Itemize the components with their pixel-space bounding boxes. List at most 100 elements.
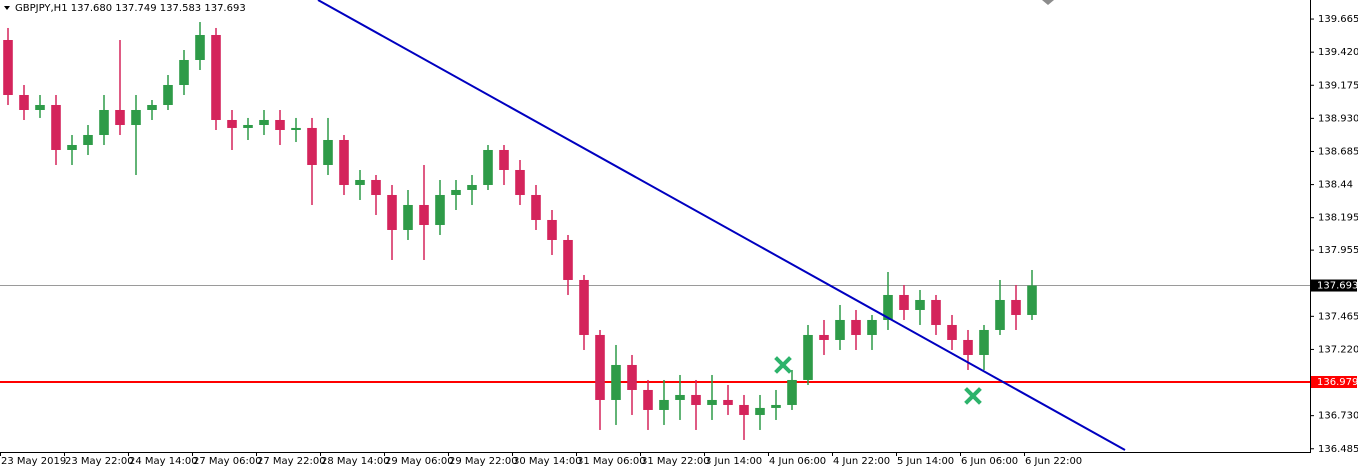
candle-body — [883, 294, 893, 320]
candle-body — [931, 299, 941, 325]
chart-title: GBPJPY,H1 137.680 137.749 137.583 137.69… — [15, 3, 246, 14]
candle-body — [755, 407, 765, 415]
candle-body — [547, 219, 557, 240]
candle-body — [275, 119, 285, 130]
candle-body — [1011, 299, 1021, 315]
candle-body — [147, 104, 157, 110]
candle-body — [915, 299, 925, 310]
x-tick-label: 4 Jun 06:00 — [769, 456, 826, 467]
candle-body — [467, 184, 477, 190]
candle-body — [163, 84, 173, 105]
candle-body — [19, 94, 29, 110]
shift-marker — [1042, 0, 1054, 5]
x-tick-label: 28 May 14:00 — [321, 456, 390, 467]
candle-body — [3, 39, 13, 95]
candle-body — [739, 404, 749, 415]
x-tick-label: 23 May 2019 — [1, 456, 66, 467]
candle-body — [99, 109, 109, 135]
candle-body — [515, 169, 525, 195]
x-tick-label: 29 May 22:00 — [449, 456, 518, 467]
price-tag-label: 136.979 — [1317, 377, 1358, 388]
y-tick-label: 137.465 — [1318, 311, 1358, 322]
candle-body — [403, 204, 413, 230]
candle-body — [435, 194, 445, 225]
candle-body — [851, 319, 861, 335]
candle-body — [899, 294, 909, 310]
candle-body — [259, 119, 269, 125]
candle-body — [803, 334, 813, 380]
y-tick-label: 138.685 — [1318, 146, 1358, 157]
menu-arrow[interactable] — [4, 6, 10, 10]
candle-body — [115, 109, 125, 125]
candle-body — [243, 124, 253, 128]
candle-body — [707, 399, 717, 405]
y-tick-label: 138.195 — [1318, 213, 1358, 224]
y-tick-label: 136.730 — [1318, 411, 1358, 422]
cross-marker — [964, 387, 982, 405]
candle-body — [771, 404, 781, 408]
candle-body — [371, 179, 381, 195]
x-tick-label: 31 May 22:00 — [641, 456, 710, 467]
candle-body — [979, 329, 989, 355]
candle-body — [563, 239, 573, 280]
candle-body — [323, 139, 333, 165]
y-tick-label: 139.665 — [1318, 14, 1358, 25]
x-tick-label: 4 Jun 22:00 — [833, 456, 890, 467]
candle-body — [947, 324, 957, 340]
candle-body — [195, 34, 205, 60]
price-tag — [1311, 376, 1357, 389]
x-tick-label: 23 May 22:00 — [65, 456, 134, 467]
candle-body — [227, 119, 237, 128]
trend-line — [317, 0, 1126, 451]
y-tick-label: 139.175 — [1318, 80, 1358, 91]
candle-body — [579, 279, 589, 335]
price-tag-label: 137.693 — [1317, 281, 1358, 292]
y-tick-label: 137.220 — [1318, 344, 1358, 355]
price-tag — [1311, 279, 1357, 292]
x-tick-label: 6 Jun 22:00 — [1025, 456, 1082, 467]
candle-body — [499, 149, 509, 170]
x-tick-label: 3 Jun 14:00 — [705, 456, 762, 467]
candle-body — [867, 319, 877, 335]
candle-body — [819, 334, 829, 340]
y-tick-label: 138.930 — [1318, 113, 1358, 124]
x-tick-label: 30 May 14:00 — [513, 456, 582, 467]
candle-body — [419, 204, 429, 225]
candle-body — [51, 104, 61, 150]
candle-body — [35, 104, 45, 110]
candle-body — [595, 334, 605, 400]
y-tick-label: 139.420 — [1318, 47, 1358, 58]
candle-body — [83, 134, 93, 145]
candle-body — [611, 364, 621, 400]
candle-body — [963, 339, 973, 355]
x-tick-label: 27 May 06:00 — [193, 456, 262, 467]
candle-body — [307, 127, 317, 165]
candle-body — [627, 364, 637, 390]
y-tick-label: 136.485 — [1318, 444, 1358, 455]
candle-body — [339, 139, 349, 185]
y-tick-label: 137.955 — [1318, 245, 1358, 256]
x-tick-label: 5 Jun 14:00 — [897, 456, 954, 467]
candle-body — [531, 194, 541, 220]
candle-body — [1027, 285, 1037, 315]
candle-body — [643, 389, 653, 410]
y-tick-label: 138.44 — [1318, 180, 1353, 191]
x-tick-label: 29 May 06:00 — [385, 456, 454, 467]
x-tick-label: 24 May 14:00 — [129, 456, 198, 467]
candle-body — [659, 399, 669, 410]
candle-body — [995, 299, 1005, 330]
candle-body — [787, 379, 797, 405]
candle-body — [451, 189, 461, 195]
candle-body — [291, 127, 301, 130]
candle-body — [835, 319, 845, 340]
candle-body — [131, 109, 141, 125]
candle-body — [179, 59, 189, 85]
cross-marker — [774, 356, 792, 374]
x-tick-label: 6 Jun 06:00 — [961, 456, 1018, 467]
candle-body — [483, 149, 493, 185]
candle-body — [691, 394, 701, 405]
candle-body — [211, 34, 221, 120]
candle-body — [355, 179, 365, 185]
